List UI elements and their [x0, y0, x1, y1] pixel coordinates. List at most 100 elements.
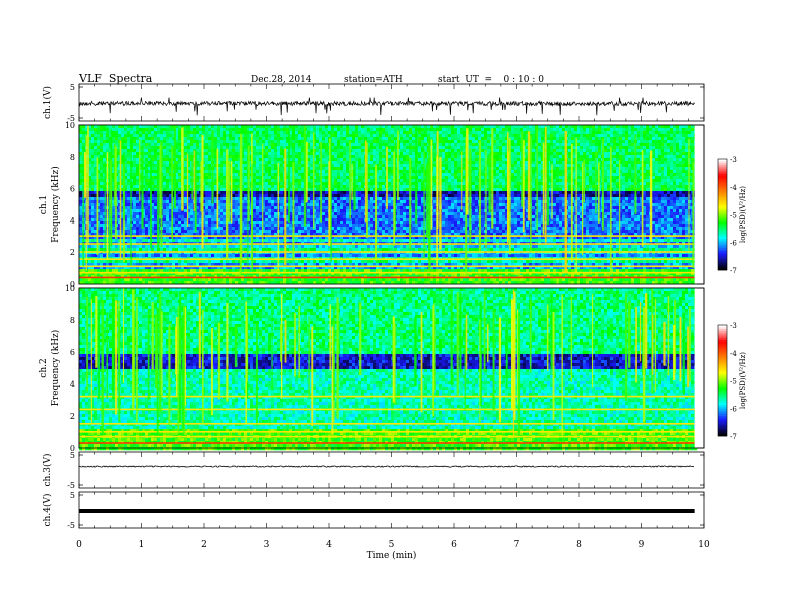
spectrogram-cell — [643, 179, 647, 183]
spectrogram-cell — [655, 176, 659, 180]
spectrogram-cell — [343, 185, 347, 189]
spectrogram-cell — [607, 182, 611, 186]
spectrogram-cell — [325, 170, 329, 174]
spectrogram-cell — [91, 134, 95, 138]
spectrogram-cell — [214, 167, 218, 171]
spectrogram-cell — [259, 161, 263, 165]
spectrogram-cell — [433, 185, 437, 189]
spectrogram-cell — [352, 134, 356, 138]
spectrogram-cell — [277, 128, 281, 132]
spectrogram-cell — [238, 152, 242, 156]
spectrogram-cell — [541, 158, 545, 162]
spectrogram-cell — [475, 125, 479, 129]
spectrogram-cell — [313, 170, 317, 174]
spectrogram-cell — [682, 134, 686, 138]
spectrogram-cell — [652, 140, 656, 144]
spectrogram-cell — [100, 152, 104, 156]
spectrogram-cell — [682, 131, 686, 135]
spectrogram-cell — [493, 164, 497, 168]
spectrogram-cell — [103, 182, 107, 186]
spectrogram-cell — [88, 137, 92, 141]
spectrogram-cell — [355, 134, 359, 138]
spectrogram-cell — [331, 164, 335, 168]
spectrogram-cell — [241, 164, 245, 168]
spectrogram-cell — [595, 182, 599, 186]
spectrogram-cell — [238, 170, 242, 174]
spectrogram-cell — [505, 188, 509, 192]
spectrogram-cell — [337, 140, 341, 144]
spectrogram-cell — [457, 176, 461, 180]
spectrogram-cell — [331, 176, 335, 180]
spectrogram-cell — [472, 149, 476, 153]
spectrogram-cell — [124, 125, 128, 129]
spectrogram-cell — [202, 188, 206, 192]
spectrogram-cell — [607, 167, 611, 171]
spectrogram-cell — [301, 167, 305, 171]
spectrogram-cell — [88, 149, 92, 153]
spectrogram-cell — [541, 143, 545, 147]
spectrogram-cell — [592, 170, 596, 174]
spectrogram-cell — [343, 170, 347, 174]
spectrogram-cell — [151, 170, 155, 174]
spectrogram-cell — [373, 140, 377, 144]
spectrogram-cell — [148, 179, 152, 183]
spectrogram-cell — [268, 185, 272, 189]
spectrogram-cell — [379, 143, 383, 147]
spectrogram-cell — [652, 164, 656, 168]
spectrogram-cell — [235, 152, 239, 156]
spectrogram-cell — [358, 161, 362, 165]
spectrogram-cell — [244, 182, 248, 186]
spectrogram-cell — [421, 173, 425, 177]
spectrogram-cell — [499, 155, 503, 159]
spectrogram-cell — [517, 179, 521, 183]
spectrogram-cell — [442, 164, 446, 168]
spectrogram-cell — [481, 134, 485, 138]
spectrogram-cell — [379, 158, 383, 162]
spectrogram-cell — [217, 146, 221, 150]
spectrogram-cell — [106, 149, 110, 153]
spectrogram-cell — [154, 137, 158, 141]
spectrogram-cell — [202, 173, 206, 177]
y-tick-label: 8 — [70, 153, 75, 162]
spectrogram-cell — [259, 188, 263, 192]
spectrogram-cell — [307, 125, 311, 129]
spectrogram-cell — [79, 131, 83, 135]
spectrogram-cell — [376, 137, 380, 141]
spectrogram-cell — [526, 176, 530, 180]
waveform-ch1 — [78, 97, 695, 116]
spectrogram-cell — [610, 131, 614, 135]
spectrogram-cell — [448, 164, 452, 168]
spectrogram-cell — [580, 179, 584, 183]
spectrogram-cell — [676, 140, 680, 144]
spectrogram-cell — [79, 170, 83, 174]
spectrogram-cell — [118, 188, 122, 192]
spectrogram-cell — [298, 167, 302, 171]
spectrogram-cell — [202, 134, 206, 138]
spectrogram-cell — [232, 173, 236, 177]
spectrogram-cell — [400, 125, 404, 129]
spectrogram-cell — [610, 134, 614, 138]
spectrogram-cell — [625, 182, 629, 186]
spectrogram-cell — [481, 143, 485, 147]
spectrogram-cell — [238, 176, 242, 180]
spectrogram-cell — [340, 173, 344, 177]
spectrogram-cell — [127, 125, 131, 129]
spectrogram-cell — [688, 158, 692, 162]
spectrogram-cell — [172, 164, 176, 168]
spectrogram-cell — [205, 176, 209, 180]
spectrogram-cell — [82, 146, 86, 150]
spectrogram-cell — [637, 128, 641, 132]
spectrogram-cell — [403, 128, 407, 132]
spectrogram-cell — [394, 125, 398, 129]
spectrogram-cell — [259, 185, 263, 189]
spectrogram-cell — [589, 137, 593, 141]
spectrogram-cell — [538, 137, 542, 141]
spectrogram-cell — [178, 173, 182, 177]
spectrogram-cell — [145, 185, 149, 189]
spectrogram-cell — [379, 146, 383, 150]
y-tick-label: 8 — [70, 316, 75, 325]
spectrogram-cell — [85, 125, 89, 129]
spectrogram-cell — [286, 161, 290, 165]
spectrogram-cell — [358, 182, 362, 186]
